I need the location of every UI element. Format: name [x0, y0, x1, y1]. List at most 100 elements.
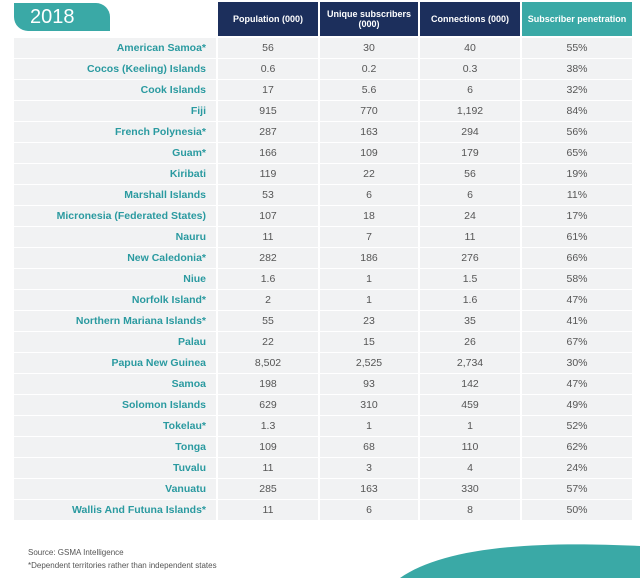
table-cell: 107 [218, 206, 318, 226]
table-cell: 53 [218, 185, 318, 205]
table-cell: 770 [320, 101, 418, 121]
column-header: Unique subscribers (000) [320, 2, 418, 36]
table-cell: 61% [522, 227, 632, 247]
row-label: Cocos (Keeling) Islands [14, 59, 216, 79]
table-cell: 1.5 [420, 269, 520, 289]
table-cell: 30 [320, 38, 418, 58]
table-cell: 17% [522, 206, 632, 226]
table-cell: 11% [522, 185, 632, 205]
table-cell: 1.6 [218, 269, 318, 289]
row-label: Nauru [14, 227, 216, 247]
table-cell: 310 [320, 395, 418, 415]
table-cell: 2,525 [320, 353, 418, 373]
table-cell: 56 [420, 164, 520, 184]
row-label: Vanuatu [14, 479, 216, 499]
table-cell: 1 [320, 269, 418, 289]
table-cell: 276 [420, 248, 520, 268]
wave-decoration [400, 544, 640, 578]
table-cell: 163 [320, 122, 418, 142]
table-cell: 67% [522, 332, 632, 352]
row-label: New Caledonia* [14, 248, 216, 268]
table-cell: 84% [522, 101, 632, 121]
table-cell: 1 [320, 416, 418, 436]
row-label: Tonga [14, 437, 216, 457]
table-cell: 119 [218, 164, 318, 184]
table-cell: 109 [218, 437, 318, 457]
table-cell: 49% [522, 395, 632, 415]
table-cell: 1.3 [218, 416, 318, 436]
table-cell: 179 [420, 143, 520, 163]
table-cell: 629 [218, 395, 318, 415]
table-cell: 330 [420, 479, 520, 499]
source-note: Source: GSMA Intelligence [28, 548, 124, 557]
table-cell: 0.6 [218, 59, 318, 79]
table-cell: 47% [522, 374, 632, 394]
table-cell: 6 [420, 185, 520, 205]
table-cell: 3 [320, 458, 418, 478]
table-cell: 18 [320, 206, 418, 226]
row-label: American Samoa* [14, 38, 216, 58]
row-label: Samoa [14, 374, 216, 394]
table-cell: 11 [218, 458, 318, 478]
row-label: Solomon Islands [14, 395, 216, 415]
table-cell: 285 [218, 479, 318, 499]
table-cell: 4 [420, 458, 520, 478]
table-cell: 24 [420, 206, 520, 226]
table-cell: 41% [522, 311, 632, 331]
table-cell: 6 [320, 185, 418, 205]
table-cell: 22 [320, 164, 418, 184]
table-cell: 109 [320, 143, 418, 163]
table-cell: 66% [522, 248, 632, 268]
table-cell: 55% [522, 38, 632, 58]
table-cell: 55 [218, 311, 318, 331]
table-cell: 11 [420, 227, 520, 247]
column-header: Connections (000) [420, 2, 520, 36]
row-label: Tokelau* [14, 416, 216, 436]
footnote: *Dependent territories rather than indep… [28, 561, 217, 570]
table-cell: 47% [522, 290, 632, 310]
table-cell: 915 [218, 101, 318, 121]
table-cell: 30% [522, 353, 632, 373]
table-cell: 52% [522, 416, 632, 436]
table-cell: 1 [320, 290, 418, 310]
row-label: French Polynesia* [14, 122, 216, 142]
table-cell: 11 [218, 227, 318, 247]
table-cell: 58% [522, 269, 632, 289]
row-label: Norfolk Island* [14, 290, 216, 310]
table-cell: 35 [420, 311, 520, 331]
row-label: Northern Mariana Islands* [14, 311, 216, 331]
row-label: Marshall Islands [14, 185, 216, 205]
table-cell: 32% [522, 80, 632, 100]
table-cell: 5.6 [320, 80, 418, 100]
table-cell: 142 [420, 374, 520, 394]
table-cell: 23 [320, 311, 418, 331]
row-label: Wallis And Futuna Islands* [14, 500, 216, 520]
table-cell: 56 [218, 38, 318, 58]
table-cell: 0.3 [420, 59, 520, 79]
table-cell: 2,734 [420, 353, 520, 373]
row-label: Kiribati [14, 164, 216, 184]
column-header: Subscriber penetration [522, 2, 632, 36]
table-cell: 24% [522, 458, 632, 478]
table-cell: 198 [218, 374, 318, 394]
table-cell: 56% [522, 122, 632, 142]
table-cell: 26 [420, 332, 520, 352]
table-cell: 15 [320, 332, 418, 352]
table-cell: 93 [320, 374, 418, 394]
row-label: Fiji [14, 101, 216, 121]
table-cell: 19% [522, 164, 632, 184]
table-cell: 62% [522, 437, 632, 457]
row-label: Micronesia (Federated States) [14, 206, 216, 226]
table-cell: 186 [320, 248, 418, 268]
row-label: Tuvalu [14, 458, 216, 478]
table-cell: 38% [522, 59, 632, 79]
table-cell: 11 [218, 500, 318, 520]
year-badge: 2018 [14, 3, 110, 31]
table-cell: 1 [420, 416, 520, 436]
row-label: Palau [14, 332, 216, 352]
row-label: Papua New Guinea [14, 353, 216, 373]
table-cell: 287 [218, 122, 318, 142]
table-cell: 68 [320, 437, 418, 457]
table-cell: 65% [522, 143, 632, 163]
